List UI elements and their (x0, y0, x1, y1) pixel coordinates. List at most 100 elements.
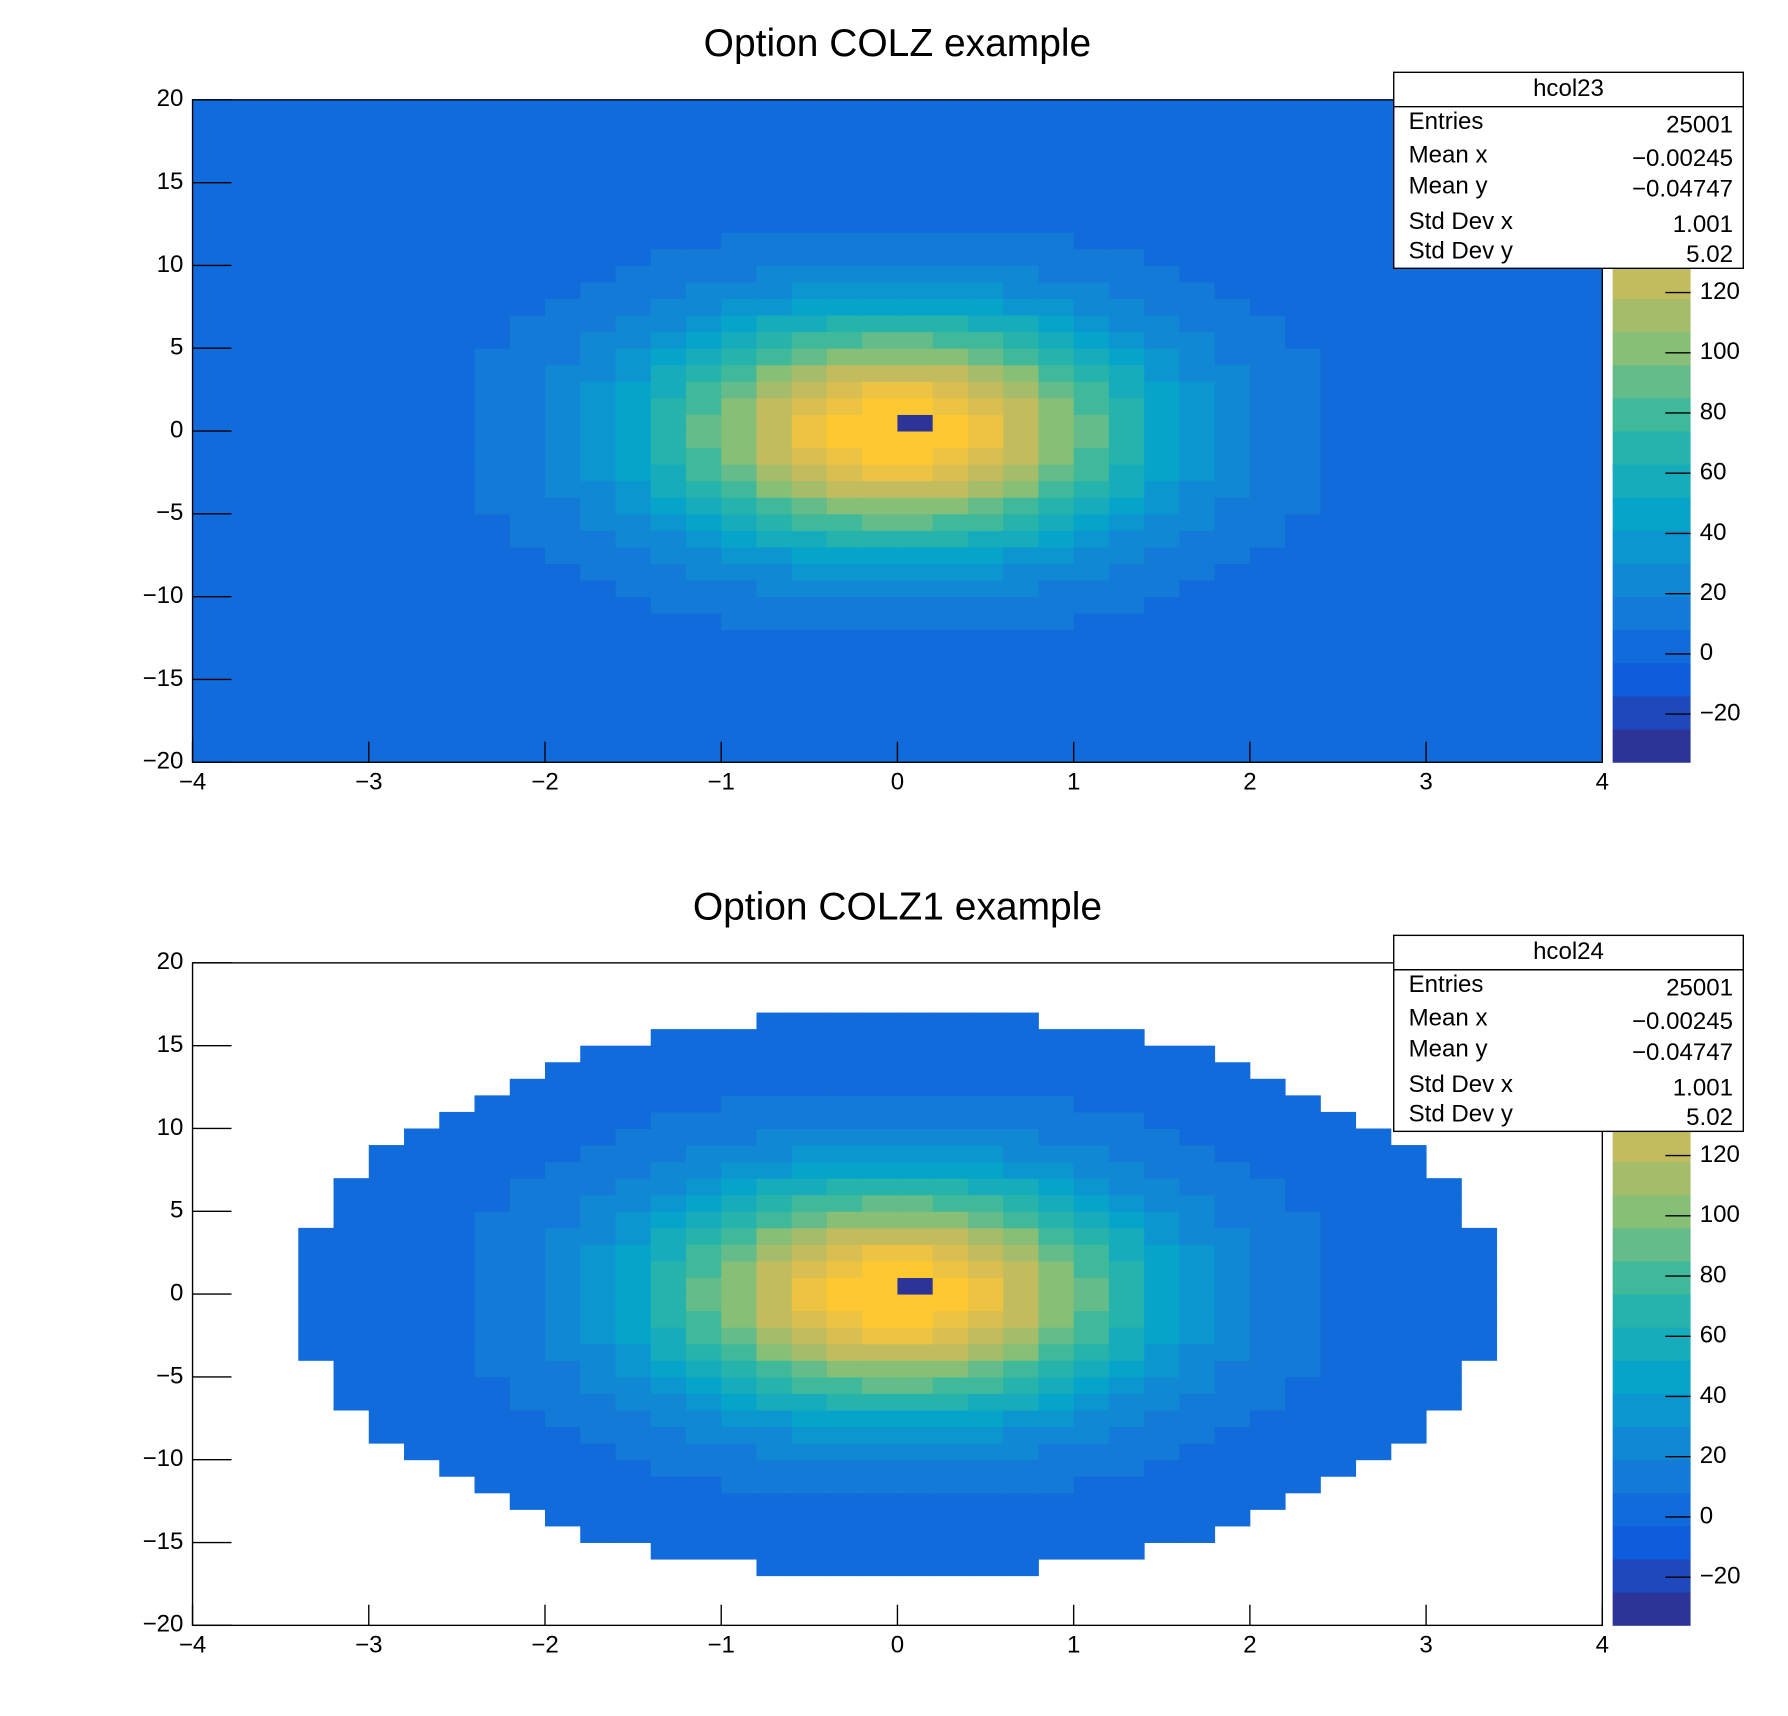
heatmap-cell (1390, 282, 1427, 300)
heatmap-cell (580, 712, 616, 730)
heatmap-cell (1249, 1244, 1286, 1262)
heatmap-cell (826, 364, 863, 382)
heatmap-cell (1038, 298, 1075, 316)
heatmap-cell (862, 1410, 898, 1428)
heatmap-cell (333, 1211, 370, 1229)
heatmap-cell (1179, 1062, 1216, 1080)
heatmap-cell (1355, 696, 1392, 714)
heatmap-cell (897, 696, 934, 714)
heatmap-cell (1214, 1078, 1251, 1096)
palette-band (1612, 530, 1691, 565)
heatmap-cell (368, 464, 405, 482)
z-tick-label: 40 (1700, 1382, 1727, 1409)
heatmap-cell (368, 298, 405, 316)
heatmap-cell (650, 99, 687, 117)
heatmap-cell (1038, 1277, 1075, 1295)
heatmap-cell (1355, 166, 1392, 184)
heatmap-cell (1179, 1111, 1216, 1129)
heatmap-cell (509, 364, 546, 382)
heatmap-cell (509, 1360, 546, 1378)
heatmap-cell (1496, 282, 1533, 300)
z-tick-label: 120 (1700, 278, 1740, 305)
heatmap-cell (967, 381, 1004, 399)
heatmap-cell (263, 712, 299, 730)
heatmap-cell (1285, 1376, 1321, 1394)
heatmap-cell (439, 1443, 475, 1461)
heatmap-cell (826, 282, 863, 300)
heatmap-cell (967, 199, 1004, 217)
heatmap-cell (1461, 265, 1498, 283)
heatmap-cell (1461, 712, 1498, 730)
heatmap-cell (580, 265, 616, 283)
heatmap-cell (1320, 629, 1357, 647)
heatmap-cell (1144, 546, 1180, 565)
heatmap-cell (1038, 232, 1075, 250)
heatmap-cell (862, 99, 898, 117)
heatmap-cell (1355, 364, 1392, 382)
heatmap-cell (615, 364, 652, 382)
heatmap-cell (1179, 1393, 1216, 1411)
heatmap-cell (192, 580, 229, 598)
heatmap-cell (826, 1459, 863, 1477)
heatmap-cell (1285, 1194, 1321, 1212)
heatmap-cell (509, 381, 546, 399)
heatmap-cell (404, 1161, 440, 1179)
heatmap-cell (1426, 1211, 1462, 1229)
heatmap-cell (756, 1145, 793, 1163)
heatmap-cell (333, 265, 370, 283)
heatmap-cell (1073, 1525, 1110, 1543)
heatmap-cell (756, 248, 793, 266)
heatmap-cell (298, 431, 334, 449)
heatmap-cell (932, 1161, 969, 1179)
heatmap-cell (1249, 298, 1286, 316)
heatmap-cell (1320, 1111, 1357, 1129)
heatmap-cell (862, 116, 898, 134)
heatmap-cell (932, 712, 969, 730)
heatmap-cell (1320, 182, 1357, 200)
heatmap-cell (580, 431, 616, 449)
heatmap-cell (580, 1509, 616, 1527)
heatmap-cell (650, 182, 687, 200)
heatmap-cell (1285, 447, 1321, 465)
heatmap-cell (721, 315, 757, 333)
heatmap-cell (791, 1227, 828, 1245)
heatmap-cell (1567, 447, 1603, 465)
heatmap-cell (1108, 447, 1145, 465)
heatmap-cell (509, 1095, 546, 1113)
heatmap-cell (932, 1542, 969, 1560)
heatmap-cell (580, 563, 616, 581)
heatmap-cell (1003, 745, 1039, 763)
heatmap-cell (756, 1244, 793, 1262)
heatmap-cell (862, 1194, 898, 1212)
heatmap-cell (791, 132, 828, 150)
heatmap-cell (1285, 364, 1321, 382)
heatmap-cell (1108, 132, 1145, 150)
heatmap-cell (932, 1393, 969, 1411)
y-tick-label: 0 (170, 1279, 183, 1306)
heatmap-cell (1108, 530, 1145, 548)
heatmap-cell (1249, 331, 1286, 349)
heatmap-cell (544, 1145, 581, 1163)
heatmap-cell (333, 1277, 370, 1295)
heatmap-cell (1355, 182, 1392, 200)
heatmap-cell (1285, 215, 1321, 233)
heatmap-cell (897, 348, 934, 366)
palette-band (1612, 1559, 1691, 1593)
heatmap-cell (333, 248, 370, 266)
heatmap-cell (1214, 1476, 1251, 1494)
heatmap-cell (685, 1327, 722, 1345)
heatmap-cell (650, 513, 687, 531)
heatmap-cell (1179, 166, 1216, 184)
heatmap-cell (404, 1145, 440, 1163)
heatmap-cell (1003, 1145, 1039, 1163)
heatmap-cell (1003, 1559, 1039, 1577)
heatmap-cell (368, 712, 405, 730)
heatmap-cell (298, 182, 334, 200)
heatmap-cell (1249, 530, 1286, 548)
chart-title: Option COLZ1 example (693, 885, 1102, 928)
heatmap-cell (1003, 1244, 1039, 1262)
heatmap-cell (368, 1178, 405, 1196)
heatmap-cell (650, 1426, 687, 1444)
heatmap-cell (791, 1145, 828, 1163)
heatmap-cell (897, 1227, 934, 1245)
